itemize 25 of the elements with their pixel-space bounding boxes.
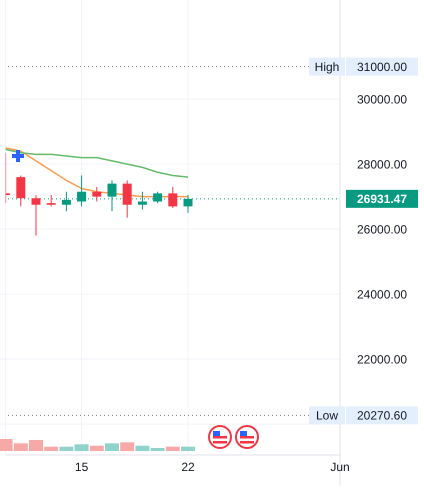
y-tick-label: 24000.00: [357, 287, 408, 302]
y-tick-label: 22000.00: [357, 352, 408, 366]
bar: [120, 442, 134, 451]
y-tick-label: 26000.00: [357, 222, 408, 236]
bar: [166, 446, 180, 451]
candlestick: [46, 194, 56, 207]
bar: [105, 443, 119, 451]
bar: [90, 446, 104, 451]
x-tick-label: 15: [74, 460, 89, 474]
text: 31000.00: [356, 60, 408, 74]
line-series: [6, 148, 189, 178]
candlestick: [16, 175, 26, 207]
ref-line-label: Low: [316, 408, 338, 423]
candlestick: [92, 186, 102, 202]
x-tick-label: 22: [181, 460, 195, 474]
ref-line-label: High: [314, 60, 340, 74]
text: 20270.60: [356, 408, 408, 423]
bar: [181, 446, 195, 451]
x-tick-label: Jun: [330, 460, 350, 474]
y-tick-label: 28000.00: [357, 157, 408, 172]
candlestick: [32, 194, 40, 236]
text: 26931.47: [356, 192, 408, 206]
y-tick-label: 30000.00: [357, 92, 408, 106]
candlestick: [122, 180, 132, 218]
candlestick: [168, 186, 178, 208]
